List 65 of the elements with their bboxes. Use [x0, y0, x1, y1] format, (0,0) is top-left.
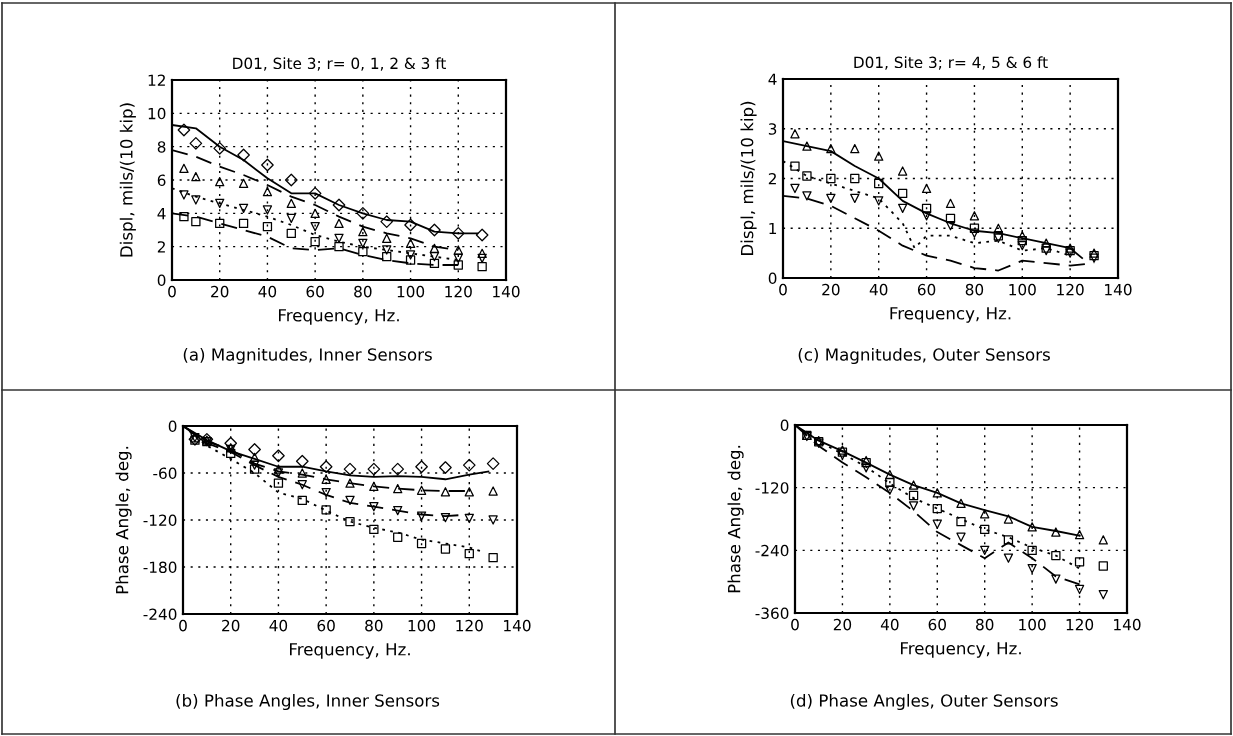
x-tick-label: 20 — [822, 283, 840, 296]
x-axis-title: Frequency, Hz. — [890, 307, 1011, 323]
y-tick-label: -180 — [143, 561, 177, 574]
x-tick-label: 120 — [456, 619, 483, 632]
y-tick-label: 8 — [157, 141, 166, 153]
text: (d) Phase Angles, Outer Sensors — [790, 693, 1058, 711]
x-tick-label: 140 — [493, 285, 520, 298]
x-tick-label: 120 — [1066, 618, 1094, 631]
x-tick-label: 100 — [408, 619, 436, 632]
y-tick-label: 4 — [768, 73, 777, 85]
y-tick-label: 0 — [768, 272, 777, 285]
y-tick-label: 4 — [157, 208, 166, 220]
x-tick-label: 80 — [976, 618, 994, 631]
y-tick-label: 0 — [157, 274, 166, 287]
y-axis-title: Phase Angle, deg. — [115, 446, 132, 594]
y-tick-label: 0 — [780, 419, 789, 432]
x-axis-title: Frequency, Hz. — [901, 642, 1021, 658]
x-tick-label: 40 — [880, 618, 899, 631]
x-axis-title: Frequency, Hz. — [290, 643, 410, 659]
x-axis-title: Frequency, Hz. — [279, 309, 399, 325]
x-tick-label: 140 — [1114, 618, 1141, 631]
y-tick-label: 2 — [768, 172, 776, 185]
y-tick-label: -240 — [143, 608, 177, 621]
y-tick-label: 3 — [768, 123, 777, 135]
y-tick-label: -240 — [755, 544, 789, 557]
x-tick-label: 60 — [917, 283, 936, 296]
y-tick-label: 0 — [168, 420, 177, 433]
x-tick-label: 100 — [397, 285, 425, 298]
y-axis-title: Displ, mils/(10 kip) — [740, 101, 757, 255]
y-tick-label: -360 — [755, 607, 789, 620]
x-tick-label: 40 — [869, 283, 888, 296]
x-tick-label: 100 — [1009, 283, 1036, 296]
x-tick-label: 0 — [179, 619, 187, 632]
chart-title: D01, Site 3; r= 0, 1, 2 & 3 ft — [233, 57, 446, 71]
y-tick-label: 10 — [148, 107, 166, 120]
chart-title: D01, Site 3; r= 4, 5 & 6 ft — [854, 56, 1048, 70]
x-tick-label: 140 — [504, 619, 531, 632]
y-tick-label: 12 — [148, 74, 165, 86]
text: (a) Magnitudes, Inner Sensors — [183, 347, 432, 365]
x-tick-label: 0 — [791, 618, 799, 631]
text: (c) Magnitudes, Outer Sensors — [798, 347, 1050, 365]
text: (b) Phase Angles, Inner Sensors — [176, 693, 440, 711]
y-tick-label: 6 — [157, 174, 166, 187]
x-tick-label: 140 — [1105, 283, 1132, 296]
y-tick-label: -120 — [143, 514, 177, 527]
x-tick-label: 20 — [211, 285, 229, 298]
x-tick-label: 100 — [1019, 618, 1046, 631]
x-tick-label: 40 — [258, 285, 277, 298]
x-tick-label: 80 — [365, 619, 383, 632]
x-tick-label: 80 — [354, 285, 372, 298]
x-tick-label: 120 — [445, 285, 472, 298]
x-tick-label: 40 — [269, 619, 288, 632]
y-tick-label: 2 — [157, 241, 165, 253]
y-axis-title: Phase Angle, deg. — [727, 445, 744, 593]
y-tick-label: 1 — [769, 222, 777, 235]
y-tick-label: -120 — [755, 482, 789, 494]
x-tick-label: 120 — [1057, 283, 1084, 296]
x-tick-label: 60 — [317, 619, 335, 632]
x-tick-label: 60 — [306, 285, 324, 298]
x-tick-label: 20 — [222, 619, 240, 632]
x-tick-label: 20 — [833, 618, 852, 631]
x-tick-label: 80 — [965, 283, 984, 296]
y-axis-title: Displ, mils/(10 kip) — [119, 103, 136, 257]
x-tick-label: 60 — [928, 618, 946, 631]
y-tick-label: -60 — [153, 467, 177, 480]
